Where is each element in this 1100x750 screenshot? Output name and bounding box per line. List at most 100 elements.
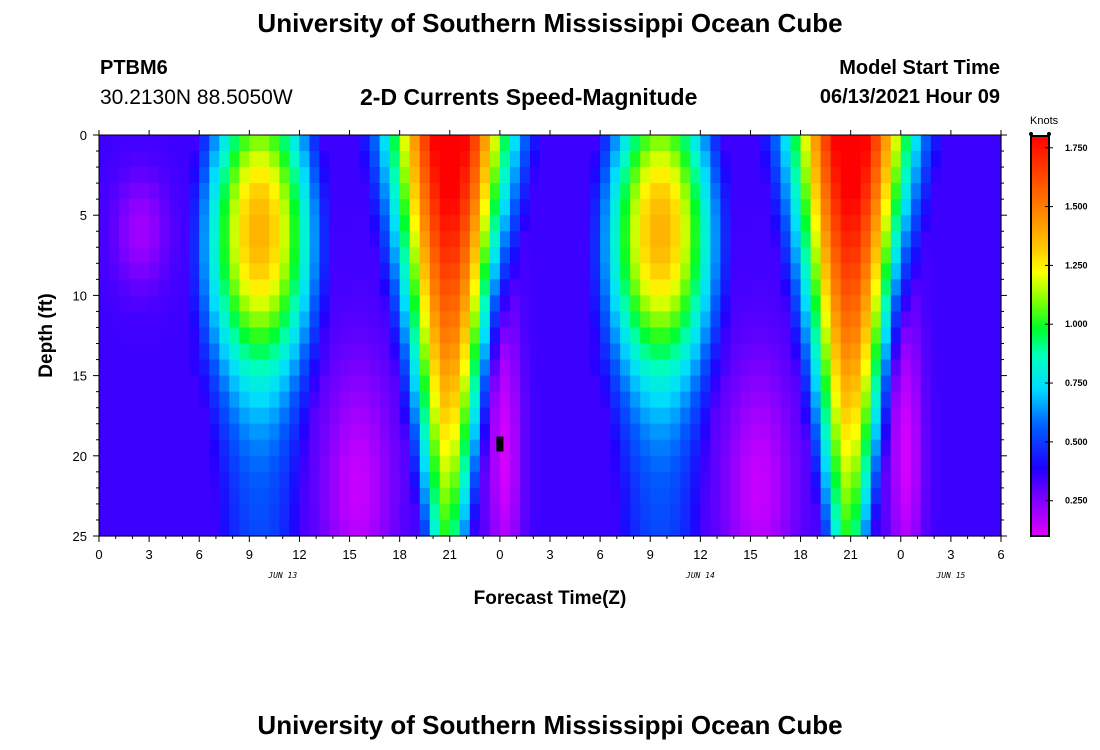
- heatmap-cell: [850, 439, 862, 457]
- heatmap-cell: [379, 215, 391, 232]
- heatmap-cell: [229, 327, 240, 345]
- heatmap-cell: [209, 487, 220, 505]
- heatmap-cell: [770, 519, 782, 537]
- heatmap-cell: [489, 295, 501, 313]
- heatmap-cell: [750, 135, 762, 152]
- heatmap-cell: [590, 263, 601, 280]
- heatmap-cell: [940, 343, 952, 361]
- heatmap-cell: [359, 183, 371, 200]
- heatmap-cell: [219, 503, 230, 521]
- heatmap-cell: [640, 151, 651, 168]
- heatmap-cell: [309, 327, 321, 345]
- heatmap-cell: [259, 407, 270, 425]
- heatmap-cell: [369, 391, 381, 409]
- heatmap-cell: [169, 471, 180, 489]
- heatmap-cell: [910, 215, 922, 232]
- heatmap-cell: [800, 439, 812, 457]
- heatmap-cell: [680, 471, 691, 489]
- heatmap-cell: [159, 311, 170, 329]
- heatmap-cell: [640, 199, 651, 216]
- heatmap-cell: [610, 263, 621, 280]
- heatmap-cell: [539, 423, 551, 441]
- heatmap-cell: [900, 439, 912, 457]
- heatmap-cell: [129, 327, 140, 345]
- heatmap-cell: [149, 423, 160, 441]
- heatmap-cell: [179, 407, 190, 425]
- heatmap-cell: [239, 199, 250, 216]
- heatmap-cell: [339, 167, 351, 184]
- heatmap-cell: [940, 279, 952, 296]
- station-coordinates: 30.2130N 88.5050W: [100, 86, 293, 109]
- heatmap-cell: [249, 375, 260, 393]
- heatmap-cell: [650, 391, 661, 409]
- heatmap-cell: [359, 295, 371, 313]
- heatmap-cell: [109, 423, 120, 441]
- heatmap-cell: [479, 215, 491, 232]
- heatmap-cell: [860, 183, 872, 200]
- heatmap-cell: [690, 279, 701, 296]
- heatmap-cell: [980, 295, 992, 313]
- heatmap-cell: [539, 471, 551, 489]
- heatmap-cell: [730, 167, 742, 184]
- heatmap-cell: [239, 135, 250, 152]
- heatmap-cell: [620, 359, 631, 377]
- heatmap-cell: [700, 247, 711, 264]
- heatmap-cell: [830, 519, 842, 537]
- heatmap-cell: [339, 423, 351, 441]
- heatmap-cell: [700, 455, 711, 473]
- heatmap-cell: [239, 295, 250, 313]
- heatmap-cell: [840, 471, 852, 489]
- heatmap-cell: [149, 487, 160, 505]
- heatmap-cell: [610, 135, 621, 152]
- heatmap-cell: [590, 311, 601, 329]
- heatmap-cell: [930, 295, 942, 313]
- heatmap-cell: [229, 455, 240, 473]
- heatmap-cell: [900, 487, 912, 505]
- heatmap-cell: [339, 343, 351, 361]
- heatmap-cell: [369, 407, 381, 425]
- heatmap-cell: [810, 423, 822, 441]
- heatmap-cell: [159, 471, 170, 489]
- heatmap-cell: [660, 279, 671, 296]
- heatmap-cell: [800, 343, 812, 361]
- heatmap-cell: [419, 247, 431, 264]
- heatmap-cell: [299, 167, 311, 184]
- heatmap-cell: [379, 247, 391, 264]
- heatmap-cell: [740, 327, 752, 345]
- heatmap-cell: [670, 295, 681, 313]
- heatmap-cell: [790, 135, 802, 152]
- heatmap-cell: [570, 183, 581, 200]
- heatmap-cell: [329, 471, 341, 489]
- heatmap-cell: [189, 183, 200, 200]
- heatmap-cell: [399, 199, 411, 216]
- heatmap-cell: [449, 375, 461, 393]
- heatmap-cell: [109, 151, 120, 168]
- heatmap-cell: [119, 359, 130, 377]
- heatmap-cell: [690, 359, 701, 377]
- heatmap-cell: [660, 199, 671, 216]
- heatmap-cell: [950, 263, 962, 280]
- heatmap-cell: [289, 487, 301, 505]
- heatmap-cell: [680, 391, 691, 409]
- heatmap-cell: [129, 279, 140, 296]
- heatmap-cell: [239, 215, 250, 232]
- heatmap-cell: [479, 151, 491, 168]
- heatmap-cell: [560, 423, 571, 441]
- heatmap-cell: [309, 167, 321, 184]
- heatmap-cell: [980, 279, 992, 296]
- heatmap-cell: [860, 263, 872, 280]
- heatmap-cell: [189, 247, 200, 264]
- heatmap-cell: [359, 439, 371, 457]
- heatmap-cell: [149, 359, 160, 377]
- heatmap-cell: [109, 167, 120, 184]
- heatmap-cell: [640, 359, 651, 377]
- heatmap-cell: [369, 455, 381, 473]
- heatmap-cell: [129, 391, 140, 409]
- heatmap-cell: [950, 231, 962, 248]
- heatmap-cell: [890, 247, 902, 264]
- heatmap-cell: [630, 471, 641, 489]
- x-tick-label: 9: [246, 547, 253, 562]
- heatmap-cell: [209, 519, 220, 537]
- heatmap-cell: [349, 327, 361, 345]
- heatmap-cell: [339, 327, 351, 345]
